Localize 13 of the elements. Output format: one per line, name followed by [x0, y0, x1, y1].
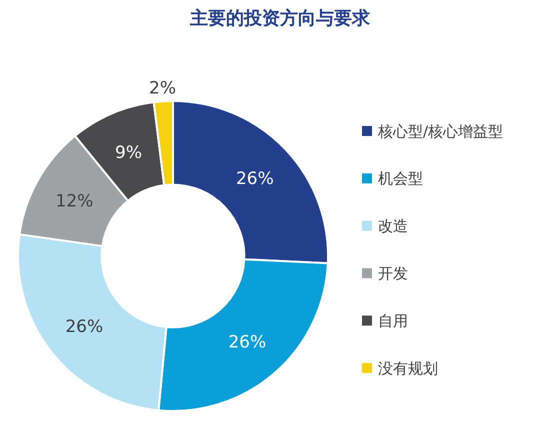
chart-title: 主要的投资方向与要求 — [189, 8, 371, 29]
data-label: 26% — [236, 168, 274, 189]
legend-label: 改造 — [378, 217, 408, 236]
data-label: 12% — [56, 191, 94, 212]
data-label: 9% — [114, 142, 142, 163]
legend-label: 核心型/核心增益型 — [377, 122, 504, 140]
legend-label: 自用 — [378, 312, 408, 330]
data-label: 26% — [65, 317, 104, 338]
legend-label: 开发 — [378, 264, 408, 282]
legend-label: 机会型 — [378, 170, 423, 188]
legend-label: 没有规划 — [378, 359, 438, 378]
data-label: 26% — [228, 332, 266, 352]
data-label: 2% — [149, 78, 176, 98]
